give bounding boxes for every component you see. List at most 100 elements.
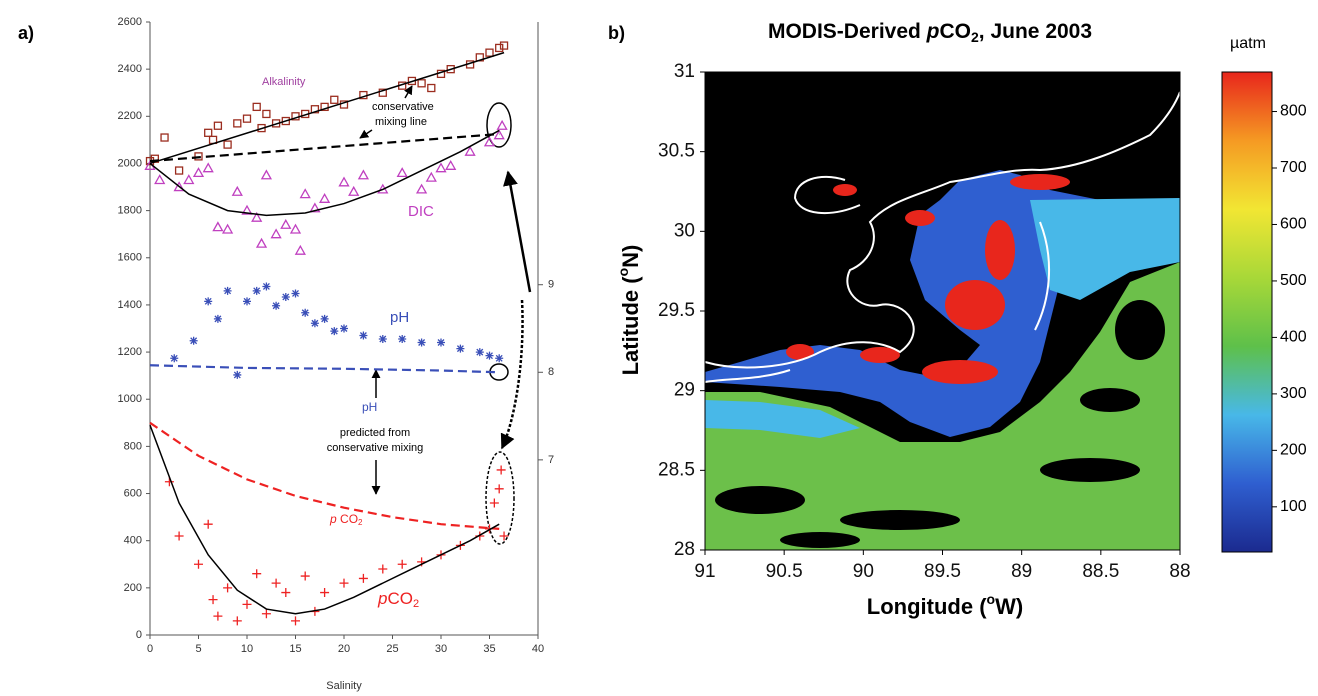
data-point: [189, 336, 198, 345]
annotation-part: p: [329, 512, 337, 526]
data-point: [358, 573, 368, 583]
y-tick-label: 31: [674, 61, 695, 82]
data-point: [183, 174, 195, 185]
x-tick-label: 90.5: [766, 561, 803, 582]
y-tick-label: 600: [124, 487, 142, 499]
data-point: [233, 370, 242, 379]
annotation: pCO2: [377, 589, 419, 609]
annotation: mixing line: [375, 116, 427, 128]
x-tick-label: 30: [435, 643, 447, 655]
x-tick-label: 89: [1011, 561, 1032, 582]
data-point: [192, 167, 205, 178]
data-point: [446, 65, 455, 74]
title-part: 2: [971, 29, 979, 45]
colorbar-tick-label: 400: [1280, 329, 1307, 346]
x-tick-label: 10: [241, 643, 253, 655]
annotation: predicted from: [340, 427, 410, 439]
highlight-ellipse: [485, 451, 515, 545]
annotation: DIC: [408, 203, 434, 220]
callouts: [359, 85, 532, 545]
data-point: [485, 48, 494, 57]
map-region: [705, 400, 860, 438]
y2-tick-label: 9: [548, 279, 554, 291]
y2-tick-label: 8: [548, 366, 554, 378]
arrow: [404, 85, 413, 99]
series-line: [149, 421, 500, 531]
data-point: [243, 297, 251, 306]
y-tick-label: 2200: [118, 110, 142, 122]
annotation: pH: [362, 400, 377, 414]
data-point: [398, 335, 407, 344]
data-point: [338, 176, 350, 187]
data-point: [242, 114, 252, 123]
y-tick-label: 28: [674, 539, 695, 560]
label-part: o: [987, 591, 996, 607]
data-point: [320, 102, 329, 112]
y-tick-label: 30: [674, 220, 695, 241]
y-tick-label: 800: [124, 440, 142, 452]
x-tick-label: 0: [147, 643, 153, 655]
coastline: [704, 91, 1181, 383]
y2-tick-label: 7: [548, 454, 554, 466]
data-point: [262, 109, 271, 119]
series-line: [149, 132, 500, 163]
data-point: [359, 331, 368, 340]
data-point: [271, 578, 281, 588]
data-point: [251, 211, 263, 222]
series-line: [149, 364, 500, 374]
chart-title: MODIS-Derived pCO2, June 2003: [768, 20, 1092, 45]
data-point: [310, 319, 319, 328]
data-point: [281, 116, 290, 126]
label-part: o: [615, 268, 631, 277]
annotation: Alkalinity: [262, 76, 306, 88]
colorbar-tick-label: 200: [1280, 442, 1307, 459]
data-point: [154, 174, 166, 185]
annotation-part: 2: [413, 598, 419, 610]
label-part: Latitude (: [618, 276, 643, 376]
data-point: [417, 338, 426, 347]
annotation: conservative: [372, 101, 434, 113]
data-point: [232, 616, 242, 626]
data-point: [496, 119, 508, 130]
data-point: [378, 564, 388, 574]
data-point: [348, 185, 360, 196]
data-point: [281, 588, 291, 598]
data-point: [255, 237, 268, 248]
y-tick-label: 1200: [118, 346, 142, 358]
series-line: [149, 51, 505, 165]
x-axis-label: Longitude (oW): [867, 591, 1023, 619]
data-point: [445, 159, 457, 170]
colorbar-tick-label: 800: [1280, 103, 1307, 120]
colorbar-label: µatm: [1230, 35, 1266, 52]
annotation-part: CO: [337, 512, 358, 526]
x-tick-label: 88: [1169, 561, 1190, 582]
data-point: [417, 79, 426, 88]
title-part: , June 2003: [979, 20, 1092, 43]
data-point: [223, 286, 232, 295]
series-line: [149, 424, 500, 615]
data-point: [357, 169, 370, 180]
arrow: [359, 129, 373, 139]
data-point: [483, 136, 496, 147]
data-point: [397, 559, 407, 569]
map-image: [704, 72, 1181, 550]
data-point: [495, 43, 504, 53]
data-point: [291, 289, 300, 298]
x-tick-label: 5: [195, 643, 201, 655]
data-point: [281, 292, 290, 301]
data-point: [301, 308, 310, 317]
data-point: [170, 354, 179, 363]
y-tick-label: 1600: [118, 252, 142, 264]
data-point: [242, 599, 252, 609]
data-point: [437, 338, 445, 347]
colorbar-tick-label: 100: [1280, 498, 1307, 515]
colorbar: [1221, 71, 1273, 553]
label-part: N): [618, 245, 643, 268]
data-point: [310, 105, 320, 114]
label-part: W): [995, 594, 1023, 619]
data-point: [495, 354, 504, 363]
y-tick-label: 2600: [118, 16, 142, 28]
y-tick-label: 2000: [118, 157, 142, 169]
y-tick-label: 2400: [118, 63, 142, 75]
y-tick-label: 1000: [118, 393, 142, 405]
